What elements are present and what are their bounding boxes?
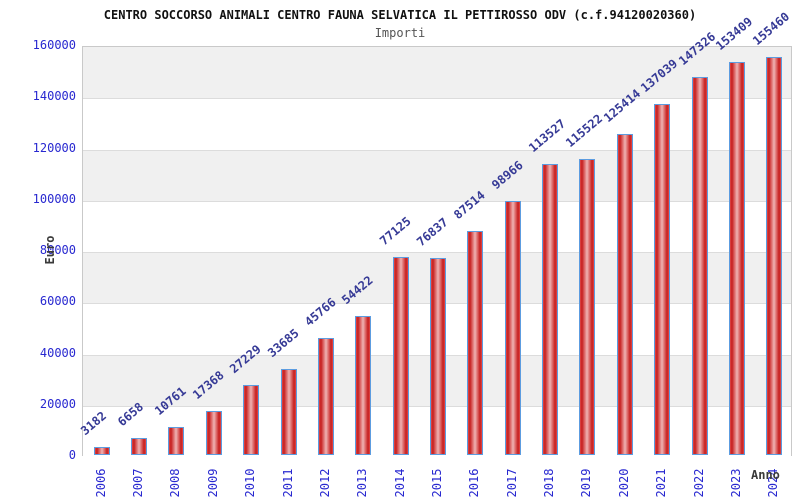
bar-2020 [616,133,633,455]
plot-area: 3182 6658 10761 17368 27229 33685 45766 54422 77… [78,9,793,457]
x-tick-label-2008: 2008 [168,468,183,498]
y-tick-label: 40000 [39,345,76,360]
bar-2007 [131,437,148,455]
gridline [83,200,791,202]
bar-2021 [654,103,671,455]
bar-2009 [205,410,222,455]
x-tick-label-2019: 2019 [579,468,594,498]
y-tick-label: 60000 [39,294,76,309]
x-axis-title: Anno [751,468,780,482]
y-tick-label: 140000 [32,89,76,104]
x-tick-label-2014: 2014 [392,468,407,498]
bar-2008 [168,427,185,455]
bar-2024 [766,56,783,455]
bar-2012 [317,337,334,455]
bar-2019 [579,158,596,455]
x-tick-label-2012: 2012 [317,468,332,498]
chart-title: CENTRO SOCCORSO ANIMALI CENTRO FAUNA SEL… [103,8,697,22]
bar-2023 [728,61,745,455]
bar-2022 [691,77,708,455]
x-tick-label-2018: 2018 [542,468,557,498]
bar-2011 [280,368,297,455]
y-tick-label: 160000 [32,38,76,52]
x-tick-label-2011: 2011 [280,468,295,498]
y-tick-label: 0 [68,448,76,462]
x-tick-label-2023: 2023 [728,468,743,498]
x-tick-label-2006: 2006 [93,468,108,498]
x-tick-label-2007: 2007 [131,468,146,498]
gridline [83,98,791,100]
y-tick-label: 80000 [39,243,76,257]
chart-subtitle: Importi [374,26,426,40]
bar-2013 [355,315,372,455]
bar-2006 [93,446,110,455]
gridline [83,252,791,253]
bar-2010 [243,385,260,455]
bar-2014 [392,257,409,455]
x-tick-label-2009: 2009 [205,468,220,498]
x-tick-label-2013: 2013 [355,468,370,498]
plot-band [83,47,791,99]
y-tick-label: 20000 [39,396,76,411]
x-tick-label-2021: 2021 [654,468,669,498]
y-tick-label: 100000 [32,191,76,206]
x-tick-label-2022: 2022 [691,468,706,498]
y-axis-title: Euro [43,235,57,265]
y-tick-label: 120000 [32,140,76,155]
gridline [83,149,791,151]
x-tick-label-2015: 2015 [430,468,444,498]
bar-2015 [430,258,446,455]
x-tick-label-2020: 2020 [616,468,631,498]
plot-band [83,98,791,150]
bar-2017 [504,201,521,455]
bar-2016 [467,230,484,455]
x-tick-label-2017: 2017 [504,468,519,498]
plot-band [83,149,791,201]
plot-band [83,200,791,252]
x-tick-label-2010: 2010 [243,468,258,498]
bar-2018 [542,164,559,455]
x-tick-label-2016: 2016 [467,468,482,498]
